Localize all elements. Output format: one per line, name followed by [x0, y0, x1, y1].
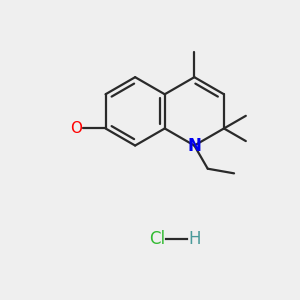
Text: N: N [188, 136, 201, 154]
Text: O: O [70, 121, 82, 136]
Text: Cl: Cl [149, 230, 165, 248]
Text: H: H [189, 230, 201, 248]
